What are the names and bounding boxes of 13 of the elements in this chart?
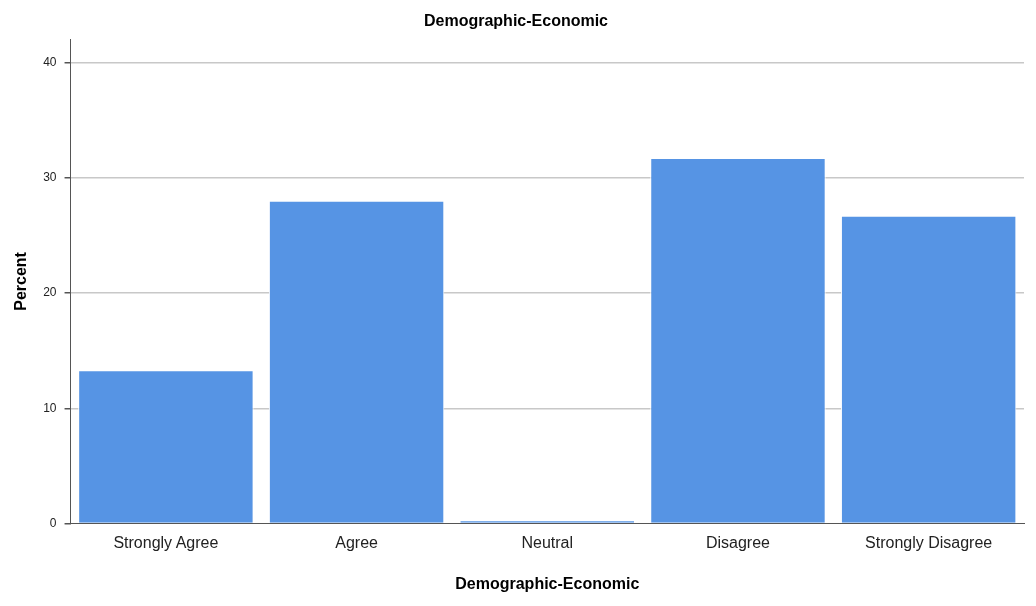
x-tick-label: Disagree	[705, 533, 771, 551]
chart-title: Demographic-Economic	[423, 12, 609, 30]
y-tick-label: 20	[43, 285, 57, 300]
x-tick-label: Neutral	[521, 533, 574, 551]
x-tick-label: Strongly Disagree	[865, 533, 993, 551]
x-axis-title: Demographic-Economic	[455, 574, 640, 592]
y-axis-title: Percent	[12, 251, 30, 311]
y-tick-label: 30	[43, 169, 57, 184]
y-tick-label: 40	[43, 54, 57, 69]
x-tick-label: Agree	[335, 533, 379, 551]
y-tick-label: 10	[43, 400, 57, 415]
y-tick-label: 0	[49, 515, 57, 530]
x-tick-label: Strongly Agree	[113, 533, 219, 551]
